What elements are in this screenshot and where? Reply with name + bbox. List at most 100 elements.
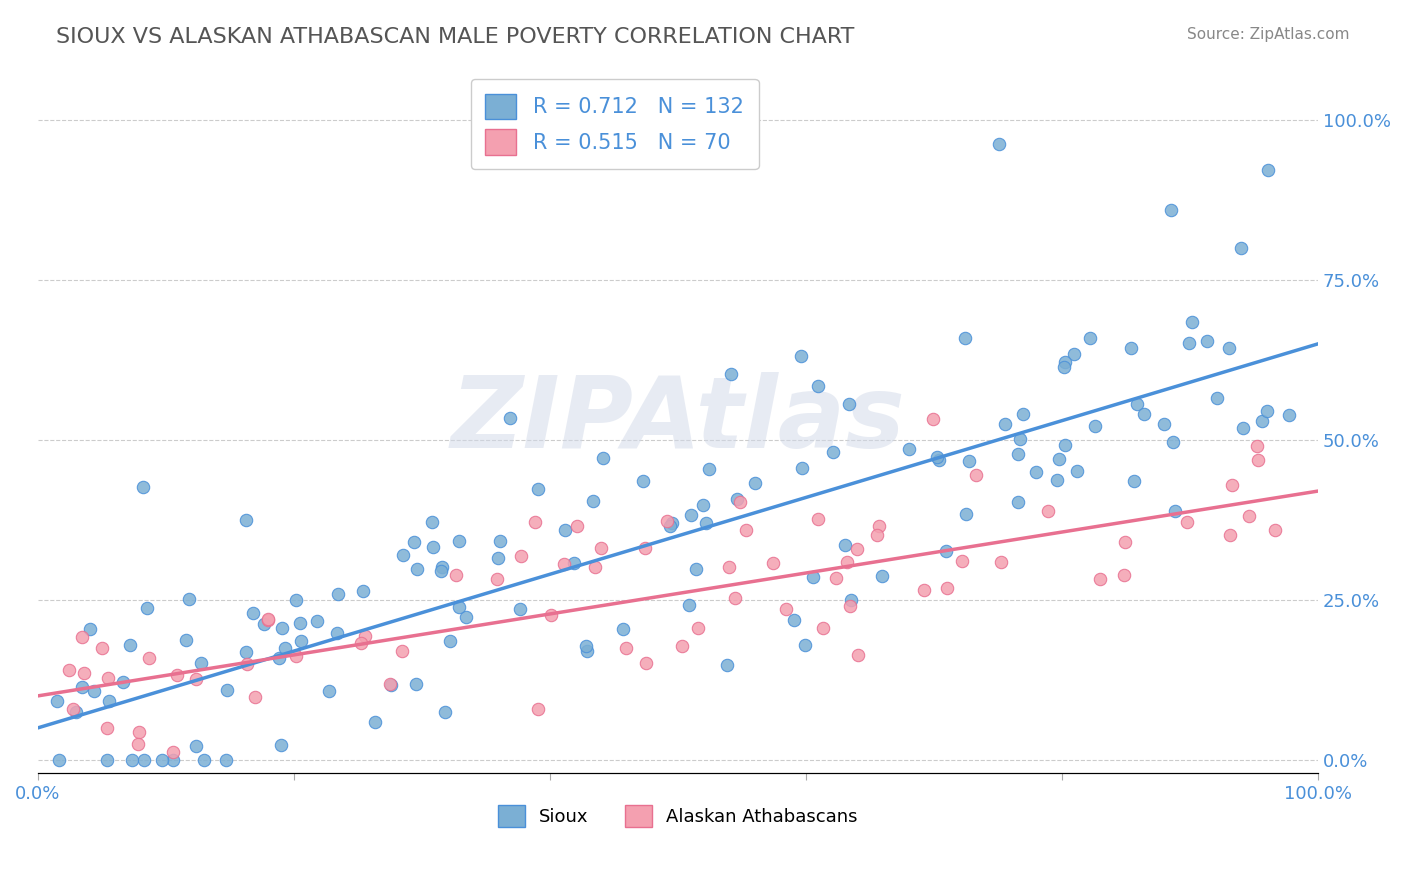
Point <box>1066 464 1088 478</box>
Point <box>444 567 467 582</box>
Point <box>631 474 654 488</box>
Point <box>1251 414 1274 428</box>
Point <box>90 640 112 655</box>
Point <box>581 493 603 508</box>
Point <box>253 616 276 631</box>
Legend: Sioux, Alaskan Athabascans: Sioux, Alaskan Athabascans <box>491 797 865 834</box>
Point <box>285 593 308 607</box>
Point <box>824 571 846 585</box>
Text: ZIPAtlas: ZIPAtlas <box>450 372 905 469</box>
Point <box>121 753 143 767</box>
Point <box>256 612 278 626</box>
Point <box>934 544 956 558</box>
Point <box>406 562 429 576</box>
Point <box>499 410 522 425</box>
Point <box>527 482 550 496</box>
Point <box>1232 421 1254 435</box>
Point <box>839 593 862 607</box>
Point <box>48 753 70 767</box>
Point <box>1007 447 1029 461</box>
Point <box>1119 341 1142 355</box>
Point <box>454 609 477 624</box>
Point <box>1278 409 1301 423</box>
Point <box>1038 504 1060 518</box>
Point <box>72 680 94 694</box>
Point <box>214 753 236 767</box>
Point <box>695 516 717 530</box>
Point <box>1164 503 1187 517</box>
Point <box>678 598 700 612</box>
Point <box>834 538 856 552</box>
Point <box>1008 432 1031 446</box>
Point <box>166 668 188 682</box>
Point <box>1247 453 1270 467</box>
Point <box>1237 509 1260 524</box>
Point <box>391 643 413 657</box>
Point <box>1160 203 1182 218</box>
Point <box>955 331 977 345</box>
Point <box>136 600 159 615</box>
Point <box>688 621 710 635</box>
Point <box>1197 334 1219 348</box>
Point <box>725 491 748 506</box>
Point <box>868 519 890 533</box>
Point <box>1206 392 1229 406</box>
Point <box>1180 315 1202 329</box>
Point <box>807 512 830 526</box>
Point <box>801 570 824 584</box>
Point <box>305 614 328 628</box>
Point <box>509 602 531 616</box>
Point <box>783 613 806 627</box>
Point <box>1218 341 1240 355</box>
Point <box>927 450 949 464</box>
Point <box>58 663 80 677</box>
Point <box>509 549 531 564</box>
Point <box>1219 528 1241 542</box>
Point <box>73 665 96 680</box>
Point <box>447 534 470 549</box>
Point <box>128 725 150 739</box>
Point <box>405 677 427 691</box>
Point <box>420 515 443 529</box>
Point <box>236 657 259 671</box>
Point <box>928 452 950 467</box>
Point <box>112 675 135 690</box>
Point <box>813 621 835 635</box>
Point <box>318 683 340 698</box>
Point <box>1025 465 1047 479</box>
Point <box>1256 404 1278 418</box>
Point <box>447 600 470 615</box>
Point <box>46 694 69 708</box>
Point <box>257 613 280 627</box>
Point <box>936 582 959 596</box>
Point <box>554 523 576 537</box>
Point <box>671 639 693 653</box>
Point <box>846 648 869 662</box>
Point <box>186 672 208 686</box>
Point <box>955 508 977 522</box>
Point <box>267 651 290 665</box>
Point <box>217 682 239 697</box>
Point <box>793 638 815 652</box>
Point <box>870 569 893 583</box>
Point <box>1175 516 1198 530</box>
Point <box>724 591 747 605</box>
Point <box>553 557 575 571</box>
Text: Source: ZipAtlas.com: Source: ZipAtlas.com <box>1187 27 1350 42</box>
Point <box>728 495 751 509</box>
Point <box>270 738 292 752</box>
Point <box>697 462 720 476</box>
Point <box>65 705 87 719</box>
Point <box>1053 360 1076 375</box>
Point <box>922 411 945 425</box>
Point <box>380 678 402 692</box>
Point <box>242 607 264 621</box>
Point <box>1053 354 1076 368</box>
Point <box>326 587 349 601</box>
Point <box>790 349 813 363</box>
Point <box>1012 408 1035 422</box>
Point <box>634 656 657 670</box>
Point <box>1133 407 1156 421</box>
Point <box>132 753 155 767</box>
Point <box>1246 439 1268 453</box>
